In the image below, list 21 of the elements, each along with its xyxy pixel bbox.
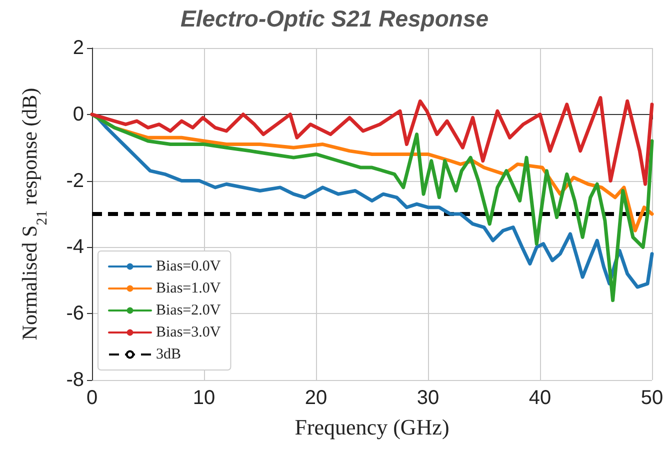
y-tick-label: -2 [66,170,84,192]
y-tick-label: -4 [66,236,84,258]
y-axis-title: Normalised S21 response (dB) [18,88,50,340]
y-tick-label: 2 [72,37,84,59]
x-tick-label: 40 [528,387,552,409]
legend-label: Bias=0.0V [156,258,221,274]
chart-title: Electro-Optic S21 Response [180,6,489,32]
legend-label: Bias=1.0V [156,280,221,296]
x-tick-label: 50 [640,387,664,409]
x-tick-label: 0 [86,387,98,409]
y-tick-label: 0 [72,103,84,126]
line-series [90,96,654,186]
legend-label: Bias=2.0V [156,302,221,318]
y-tick-label: -6 [66,302,84,325]
y-tick-label: -8 [66,369,84,391]
x-tick-label: 20 [304,387,328,409]
x-tick-label: 30 [416,387,440,409]
legend-label: 3dB [156,346,182,362]
x-axis-title: Frequency (GHz) [294,414,450,440]
legend-label: Bias=3.0V [156,324,221,340]
x-tick-label: 10 [192,387,216,409]
